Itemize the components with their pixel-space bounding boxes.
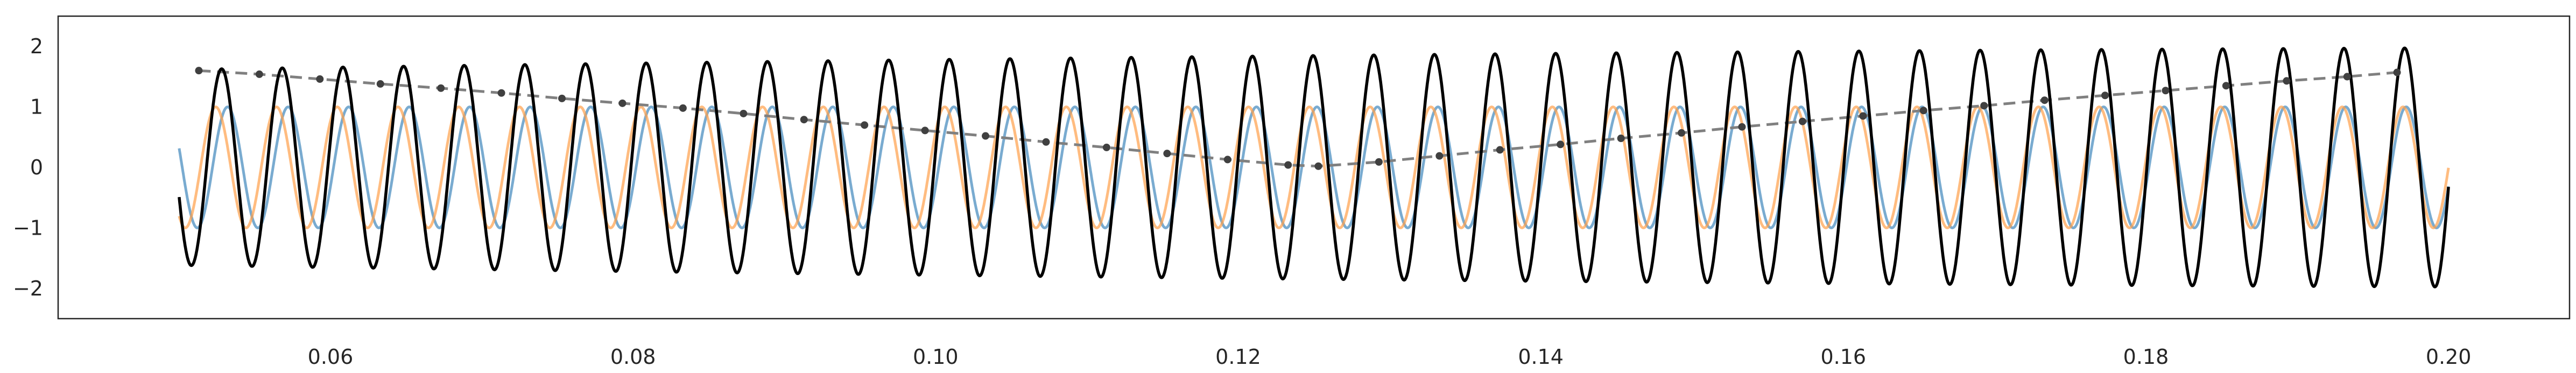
y-tick-label: 1 [30,95,43,119]
envelope-point [679,104,687,112]
envelope-point [2101,92,2109,100]
envelope-point [1102,143,1110,151]
envelope-point [1375,158,1383,166]
x-tick-label: 0.14 [1518,345,1564,369]
x-tick-label: 0.18 [2123,345,2169,369]
envelope-point [316,75,324,83]
envelope-point [2162,87,2170,95]
x-tick-label: 0.12 [1215,345,1261,369]
envelope-point [740,109,748,117]
envelope-point [376,80,384,88]
envelope-point [1859,112,1867,120]
envelope-point [1042,138,1050,146]
y-axis: −2 −1 0 1 2 [13,34,43,300]
plot-area [178,46,2450,288]
y-tick-label: −2 [13,277,43,300]
envelope-point [982,132,990,140]
envelope-point [1284,161,1292,169]
envelope-point [2040,96,2049,104]
y-tick-label: 0 [30,156,43,179]
envelope-point [618,99,627,107]
x-tick-label: 0.08 [610,345,656,369]
envelope-point [437,84,445,92]
envelope-point [2222,82,2230,90]
plot-frame [57,15,2571,320]
envelope-point [195,67,203,75]
series-line-orange [178,105,2450,229]
x-tick-label: 0.20 [2426,345,2472,369]
envelope-point [2393,68,2401,76]
series-line-sum [178,46,2450,288]
envelope-point [1314,162,1322,170]
x-tick-label: 0.10 [913,345,959,369]
envelope-point [255,70,263,78]
envelope-point [1798,117,1806,125]
y-tick-label: 2 [30,34,43,58]
envelope-point [1919,107,1927,115]
x-axis: 0.06 0.08 0.10 0.12 0.14 0.16 0.18 0.20 [308,345,2472,369]
envelope-point [1617,135,1625,143]
envelope-point [2343,73,2351,81]
envelope-point [1557,140,1565,149]
envelope-point [921,126,929,135]
envelope-point [800,116,808,124]
envelope-point [497,89,505,97]
envelope-point [861,121,869,129]
y-tick-label: −1 [13,216,43,240]
envelope-point [1496,146,1504,154]
envelope-line [199,69,2397,168]
envelope-point [1678,129,1686,137]
envelope-point [1980,102,1988,110]
envelope-point [1738,123,1746,131]
envelope-point [1163,150,1171,158]
x-tick-label: 0.06 [308,345,354,369]
envelope-point [558,94,566,102]
envelope-point [1223,156,1231,164]
envelope-point [1435,152,1444,160]
x-tick-label: 0.16 [1820,345,1866,369]
envelope-point [2283,77,2291,85]
